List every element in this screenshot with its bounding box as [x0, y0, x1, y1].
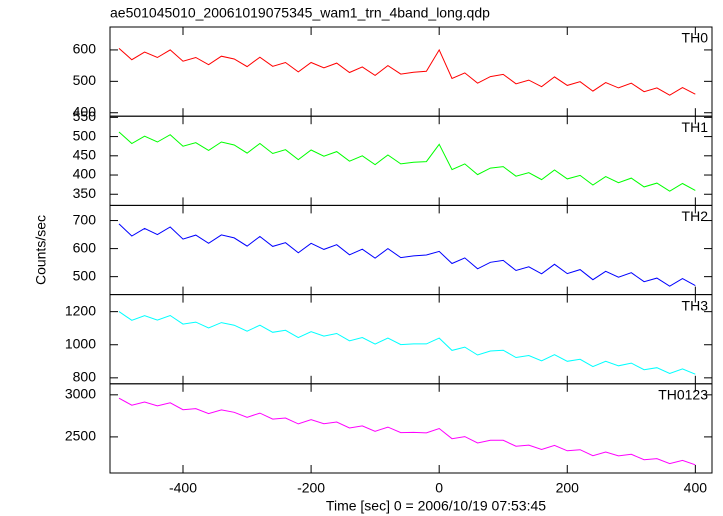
panel-label: TH3: [682, 297, 709, 313]
y-tick-label: 800: [73, 369, 97, 385]
y-axis-label: Counts/sec: [33, 215, 49, 285]
panel-label: TH2: [682, 208, 709, 224]
panel-frame: [109, 294, 713, 385]
data-line: [118, 131, 696, 192]
y-tick-label: 500: [73, 127, 97, 143]
y-tick-label: 600: [73, 41, 97, 57]
x-tick-label: 400: [684, 480, 708, 496]
data-line: [118, 48, 696, 96]
y-tick-label: 450: [73, 147, 97, 163]
y-tick-label: 500: [73, 267, 97, 283]
panel-frame: [109, 383, 713, 474]
x-tick-label: -200: [297, 480, 325, 496]
x-tick-label: -400: [169, 480, 197, 496]
y-tick-label: 1200: [65, 302, 96, 318]
y-tick-label: 600: [73, 239, 97, 255]
y-tick-label: 1000: [65, 335, 96, 351]
y-tick-label: 550: [73, 108, 97, 124]
panel-frame: [109, 115, 713, 206]
x-tick-label: 0: [435, 480, 443, 496]
y-tick-label: 500: [73, 72, 97, 88]
panel-frame: [109, 204, 713, 296]
x-axis-label: Time [sec] 0 = 2006/10/19 07:53:45: [326, 498, 546, 514]
data-line: [118, 311, 696, 375]
panel-label: TH1: [682, 119, 709, 135]
data-line: [118, 397, 696, 466]
panel-label: TH0: [682, 30, 709, 46]
x-tick-label: 200: [556, 480, 580, 496]
panel-label: TH0123: [658, 387, 708, 403]
chart-title: ae501045010_20061019075345_wam1_trn_4ban…: [110, 5, 490, 21]
data-line: [118, 223, 696, 287]
y-tick-label: 400: [73, 103, 97, 119]
y-tick-label: 3000: [65, 386, 96, 402]
y-tick-label: 2500: [65, 428, 96, 444]
panel-frame: [109, 26, 713, 117]
y-tick-label: 400: [73, 166, 97, 182]
y-tick-label: 700: [73, 211, 97, 227]
y-tick-label: 350: [73, 185, 97, 201]
